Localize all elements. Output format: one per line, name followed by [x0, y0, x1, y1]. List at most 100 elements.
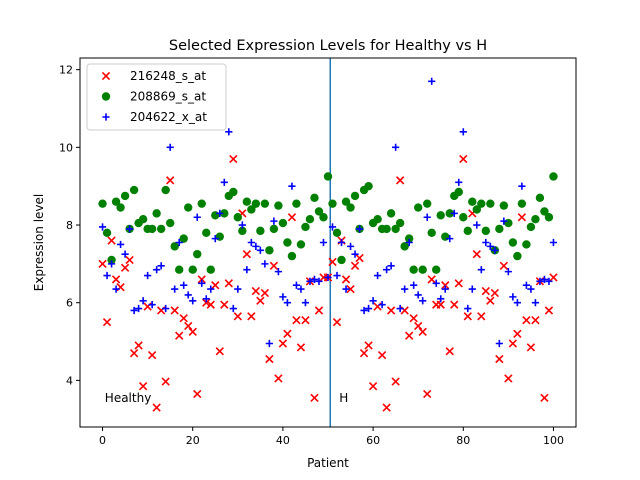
data-point: [305, 214, 315, 224]
data-point: [495, 224, 504, 234]
annotation-label: Healthy: [105, 391, 152, 405]
data-point: [374, 271, 382, 280]
data-point: [427, 275, 436, 284]
data-point: [464, 304, 472, 313]
data-point: [116, 203, 125, 212]
data-point: [98, 199, 107, 208]
data-point: [359, 349, 369, 358]
y-tick-label: 4: [66, 374, 73, 387]
data-point: [260, 199, 270, 208]
data-point: [423, 199, 432, 208]
data-point: [152, 403, 161, 412]
legend-marker: [102, 113, 110, 121]
data-point: [396, 304, 404, 313]
data-point: [148, 301, 156, 309]
data-point: [499, 201, 509, 210]
data-point: [387, 262, 395, 270]
data-point: [414, 291, 422, 299]
data-point: [301, 299, 310, 307]
data-point: [337, 238, 346, 247]
data-point: [355, 225, 364, 233]
data-point: [486, 199, 495, 208]
data-point: [301, 222, 310, 232]
data-point: [102, 317, 112, 327]
data-point: [135, 304, 143, 313]
data-point: [211, 235, 219, 243]
data-point: [161, 185, 170, 195]
data-point: [126, 225, 134, 233]
data-point: [215, 232, 224, 241]
y-tick-label: 8: [66, 219, 73, 232]
data-point: [377, 350, 387, 360]
data-point: [409, 314, 418, 323]
data-point: [401, 285, 409, 293]
data-point: [121, 250, 129, 258]
data-point: [463, 312, 472, 321]
data-point: [247, 205, 256, 214]
data-point: [351, 250, 359, 258]
data-point: [413, 203, 423, 212]
data-point: [504, 374, 513, 383]
data-point: [522, 281, 530, 289]
data-point: [432, 279, 440, 287]
data-point: [310, 275, 319, 283]
data-point: [229, 154, 238, 164]
data-point: [508, 238, 518, 247]
data-point: [134, 341, 143, 350]
data-point: [206, 265, 215, 274]
x-tick-label: 100: [543, 434, 564, 447]
data-point: [184, 291, 192, 299]
data-point: [107, 255, 116, 265]
data-point: [243, 266, 251, 274]
x-axis: 0 20 40 60 80 100: [99, 427, 564, 447]
data-point: [188, 265, 197, 274]
data-point: [152, 209, 161, 218]
data-point: [540, 275, 549, 283]
data-point: [220, 300, 229, 309]
data-point: [513, 251, 522, 261]
data-point: [346, 242, 355, 250]
data-point: [247, 312, 256, 321]
data-point: [287, 251, 297, 261]
data-point: [549, 172, 558, 181]
data-point: [103, 271, 111, 280]
data-point: [189, 297, 197, 305]
data-point: [549, 238, 558, 247]
data-point: [392, 143, 400, 151]
data-point: [234, 285, 242, 293]
data-point: [197, 275, 206, 284]
x-tick-label: 80: [456, 434, 470, 447]
data-point: [147, 224, 157, 234]
data-point: [166, 176, 175, 185]
data-point: [224, 279, 233, 288]
data-point: [522, 316, 531, 325]
x-tick-label: 40: [276, 434, 290, 447]
data-point: [477, 199, 486, 208]
data-point: [445, 209, 454, 218]
data-point: [350, 261, 360, 270]
data-point: [495, 339, 503, 348]
data-point: [156, 224, 166, 234]
data-point: [188, 327, 197, 337]
data-point: [301, 316, 310, 325]
points-layer: [98, 77, 558, 412]
data-point: [315, 277, 323, 285]
legend-marker: [101, 71, 111, 81]
data-point: [247, 238, 255, 247]
x-tick-label: 0: [99, 434, 106, 447]
data-point: [386, 306, 396, 315]
data-point: [125, 255, 134, 265]
data-point: [198, 279, 206, 287]
data-point: [382, 224, 391, 234]
data-point: [270, 217, 278, 225]
data-point: [450, 300, 459, 309]
data-point: [175, 265, 184, 274]
data-point: [283, 329, 292, 338]
data-point: [220, 209, 229, 218]
data-point: [531, 316, 540, 325]
data-point: [256, 296, 265, 305]
data-point: [112, 285, 120, 293]
y-axis-label: Expression level: [32, 194, 46, 292]
data-point: [364, 181, 373, 191]
data-point: [166, 143, 174, 151]
